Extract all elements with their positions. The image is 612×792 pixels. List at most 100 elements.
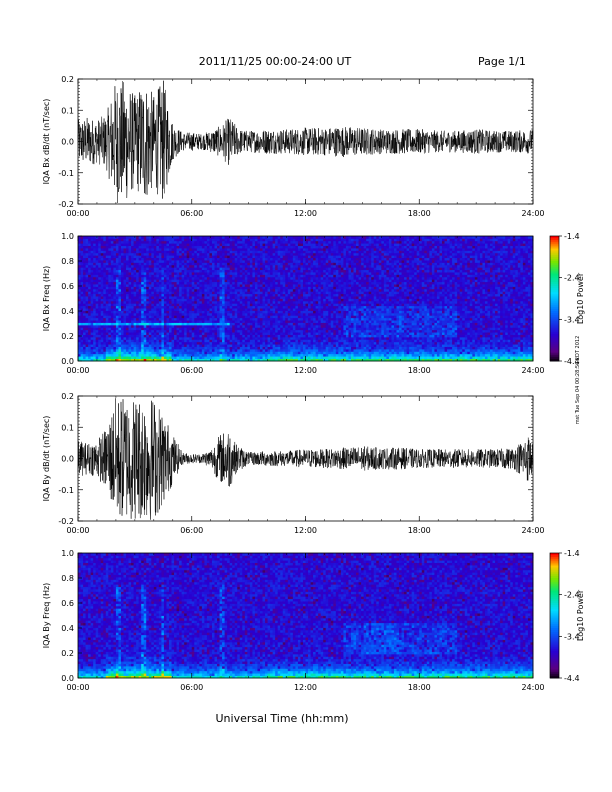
spectrogram-cell bbox=[113, 299, 116, 302]
spectrogram-cell bbox=[268, 270, 271, 273]
spectrogram-cell bbox=[268, 272, 271, 275]
spectrogram-cell bbox=[86, 241, 89, 244]
spectrogram-cell bbox=[212, 318, 215, 321]
spectrogram-cell bbox=[270, 272, 273, 275]
spectrogram-cell bbox=[247, 289, 250, 292]
spectrogram-cell bbox=[164, 236, 167, 239]
spectrogram-cell bbox=[283, 236, 286, 239]
spectrogram-cell bbox=[306, 294, 309, 297]
spectrogram-cell bbox=[151, 301, 154, 304]
spectrogram-cell bbox=[215, 306, 218, 309]
spectrogram-cell bbox=[275, 327, 278, 330]
spectrogram-cell bbox=[139, 337, 142, 340]
spectrogram-cell bbox=[103, 332, 106, 335]
spectrogram-cell bbox=[151, 279, 154, 282]
spectrogram-cell bbox=[293, 277, 296, 280]
spectrogram-cell bbox=[124, 356, 127, 359]
spectrogram-cell bbox=[113, 248, 116, 251]
spectrogram-cell bbox=[88, 246, 91, 249]
spectrogram-cell bbox=[300, 238, 303, 241]
spectrogram-cell bbox=[169, 243, 172, 246]
spectrogram-cell bbox=[300, 342, 303, 345]
spectrogram-cell bbox=[220, 325, 223, 328]
spectrogram-cell bbox=[285, 267, 288, 270]
spectrogram-cell bbox=[265, 243, 268, 246]
spectrogram-cell bbox=[273, 267, 276, 270]
spectrogram-cell bbox=[306, 241, 309, 244]
spectrogram-cell bbox=[237, 354, 240, 357]
spectrogram-cell bbox=[96, 246, 99, 249]
spectrogram-cell bbox=[311, 349, 314, 352]
spectrogram-cell bbox=[280, 354, 283, 357]
spectrogram-cell bbox=[230, 351, 233, 354]
spectrogram-cell bbox=[139, 356, 142, 359]
spectrogram-cell bbox=[265, 308, 268, 311]
spectrogram-cell bbox=[293, 356, 296, 359]
spectrogram-cell bbox=[215, 327, 218, 330]
spectrogram-cell bbox=[118, 330, 121, 333]
spectrogram-cell bbox=[197, 250, 200, 253]
spectrogram-cell bbox=[278, 318, 281, 321]
spectrogram-cell bbox=[217, 320, 220, 323]
spectrogram-cell bbox=[250, 262, 253, 265]
spectrogram-cell bbox=[172, 243, 175, 246]
spectrogram-cell bbox=[136, 332, 139, 335]
spectrogram-cell bbox=[247, 347, 250, 350]
spectrogram-cell bbox=[151, 342, 154, 345]
spectrogram-cell bbox=[220, 258, 223, 261]
spectrogram-cell bbox=[275, 274, 278, 277]
spectrogram-cell bbox=[217, 296, 220, 299]
spectrogram-cell bbox=[220, 289, 223, 292]
spectrogram-cell bbox=[217, 351, 220, 354]
spectrogram-cell bbox=[106, 301, 109, 304]
spectrogram-cell bbox=[108, 356, 111, 359]
spectrogram-cell bbox=[290, 323, 293, 326]
spectrogram-cell bbox=[139, 272, 142, 275]
spectrogram-cell bbox=[184, 344, 187, 347]
spectrogram-cell bbox=[247, 356, 250, 359]
spectrogram-cell bbox=[220, 311, 223, 314]
spectrogram-cell bbox=[197, 337, 200, 340]
spectrogram-cell bbox=[182, 274, 185, 277]
spectrogram-cell bbox=[222, 241, 225, 244]
spectrogram-cell bbox=[275, 243, 278, 246]
spectrogram-cell bbox=[83, 313, 86, 316]
spectrogram-cell bbox=[295, 274, 298, 277]
spectrogram-cell bbox=[263, 347, 266, 350]
spectrogram-cell bbox=[93, 332, 96, 335]
spectrogram-cell bbox=[263, 284, 266, 287]
spectrogram-cell bbox=[81, 294, 84, 297]
spectrogram-cell bbox=[245, 349, 248, 352]
spectrogram-cell bbox=[113, 250, 116, 253]
spectrogram-cell bbox=[290, 332, 293, 335]
spectrogram-cell bbox=[131, 279, 134, 282]
spectrogram-cell bbox=[151, 318, 154, 321]
spectrogram-cell bbox=[98, 272, 101, 275]
spectrogram-cell bbox=[184, 313, 187, 316]
spectrogram-cell bbox=[86, 318, 89, 321]
spectrogram-cell bbox=[202, 315, 205, 318]
spectrogram-cell bbox=[187, 236, 190, 239]
spectrogram-cell bbox=[260, 337, 263, 340]
spectrogram-cell bbox=[98, 347, 101, 350]
spectrogram-cell bbox=[136, 282, 139, 285]
spectrogram-cell bbox=[164, 330, 167, 333]
spectrogram-cell bbox=[295, 284, 298, 287]
spectrogram-cell bbox=[161, 291, 164, 294]
spectrogram-cell bbox=[270, 279, 273, 282]
spectrogram-cell bbox=[217, 344, 220, 347]
spectrogram-cell bbox=[83, 335, 86, 338]
spectrogram-cell bbox=[134, 270, 137, 273]
spectrogram-cell bbox=[295, 272, 298, 275]
spectrogram-cell bbox=[177, 246, 180, 249]
spectrogram-cell bbox=[209, 320, 212, 323]
spectrogram-cell bbox=[144, 250, 147, 253]
spectrogram-cell bbox=[98, 332, 101, 335]
spectrogram-cell bbox=[247, 270, 250, 273]
spectrogram-cell bbox=[199, 296, 202, 299]
spectrogram-cell bbox=[288, 277, 291, 280]
spectrogram-cell bbox=[275, 342, 278, 345]
spectrogram-cell bbox=[215, 286, 218, 289]
spectrogram-cell bbox=[174, 250, 177, 253]
spectrogram-cell bbox=[215, 354, 218, 357]
